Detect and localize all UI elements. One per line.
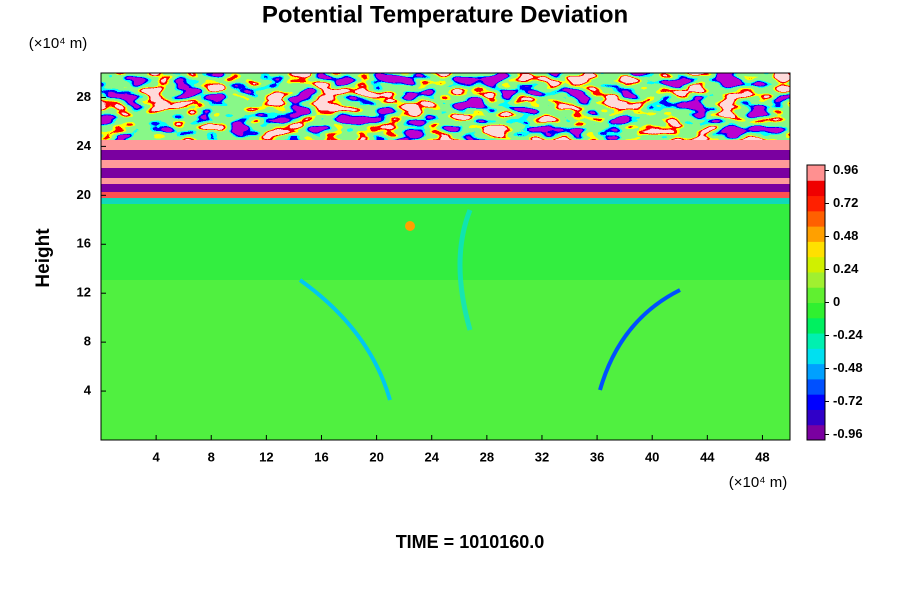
y-tick-label: 20 <box>77 187 91 202</box>
colorbar-swatch <box>807 180 825 197</box>
colorbar-swatch <box>807 241 825 258</box>
x-tick-label: 20 <box>369 449 383 464</box>
colorbar-swatch <box>807 256 825 273</box>
x-tick-label: 40 <box>645 449 659 464</box>
colorbar-tick-label: -0.24 <box>833 327 863 342</box>
colorbar-tick-label: -0.72 <box>833 393 863 408</box>
x-tick-label: 4 <box>153 449 161 464</box>
x-tick-label: 32 <box>535 449 549 464</box>
y-tick-label: 12 <box>77 285 91 300</box>
colorbar-swatch <box>807 333 825 349</box>
x-tick-label: 12 <box>259 449 273 464</box>
y-tick-label: 4 <box>84 383 92 398</box>
chart-title: Potential Temperature Deviation <box>262 1 628 28</box>
x-tick-label: 44 <box>700 449 715 464</box>
colorbar-tick-label: 0 <box>833 294 840 309</box>
colorbar-swatch <box>807 287 825 303</box>
colorbar-swatch <box>807 165 825 181</box>
x-tick-label: 16 <box>314 449 328 464</box>
colorbar-tick-label: -0.96 <box>833 426 863 441</box>
field <box>101 73 790 440</box>
x-tick-label: 8 <box>208 449 215 464</box>
y-tick-label: 16 <box>77 236 91 251</box>
colorbar-tick-label: -0.48 <box>833 360 863 375</box>
x-tick-label: 36 <box>590 449 604 464</box>
colorbar-swatch <box>807 348 825 365</box>
colorbar-swatch <box>807 317 825 334</box>
colorbar-swatch <box>807 409 825 426</box>
colorbar-tick-label: 0.72 <box>833 195 858 210</box>
colorbar-tick-label: 0.96 <box>833 162 858 177</box>
x-tick-label: 24 <box>424 449 439 464</box>
x-tick-label: 48 <box>755 449 769 464</box>
y-axis-label: Height <box>33 228 54 288</box>
plot-frame <box>100 72 791 441</box>
x-unit: (×10⁴ m) <box>729 474 788 491</box>
y-tick-label: 28 <box>77 89 91 104</box>
colorbar-tick-label: 0.24 <box>833 261 859 276</box>
colorbar-swatch <box>807 226 825 242</box>
colorbar-swatch <box>807 394 825 410</box>
y-tick-label: 24 <box>77 138 92 153</box>
footer: TIME = 1010160.0 <box>396 532 545 552</box>
colorbar-swatch <box>807 271 825 288</box>
y-tick-label: 8 <box>84 334 91 349</box>
colorbar-swatch <box>807 210 825 227</box>
colorbar-swatch <box>807 424 825 441</box>
colorbar-swatch <box>807 363 825 380</box>
colorbar-tick-label: 0.48 <box>833 228 858 243</box>
y-unit: (×10⁴ m) <box>29 35 88 52</box>
x-tick-label: 28 <box>480 449 494 464</box>
colorbar-swatch <box>807 378 825 395</box>
colorbar-swatch <box>807 195 825 212</box>
colorbar-swatch <box>807 302 825 319</box>
